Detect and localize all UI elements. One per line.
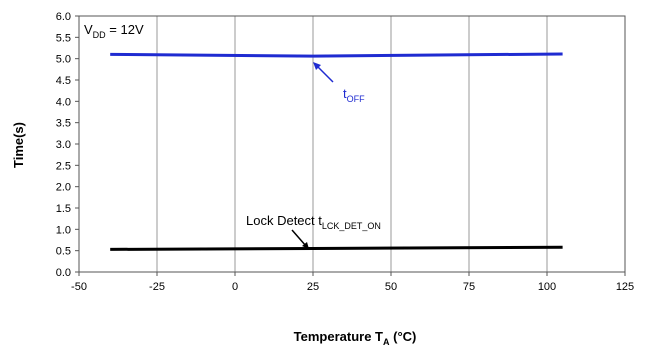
lock-detect-annotation: Lock Detect tLCK_DET_ON <box>246 213 381 249</box>
lock-detect-label: Lock Detect tLCK_DET_ON <box>246 213 381 231</box>
condition-label: VDD = 12V <box>84 22 144 40</box>
toff-label: tOFF <box>343 86 365 104</box>
series-lines <box>110 52 563 251</box>
y-tick-label-6: 3.0 <box>56 139 71 151</box>
y-axis-title: Time(s) <box>11 122 26 168</box>
series-line-0 <box>110 52 563 58</box>
y-tick-label-1: 0.5 <box>56 246 71 258</box>
y-tick-label-2: 1.0 <box>56 224 71 236</box>
toff-arrow <box>315 64 334 83</box>
y-tick-label-9: 4.5 <box>56 75 71 87</box>
x-tick-label-4: 50 <box>385 281 397 293</box>
x-tick-label-2: 0 <box>232 281 238 293</box>
y-tick-label-10: 5.0 <box>56 54 71 66</box>
y-tick-label-8: 4.0 <box>56 96 71 108</box>
y-tick-label-5: 2.5 <box>56 160 71 172</box>
x-tick-label-1: -25 <box>149 281 165 293</box>
x-tick-labels: -50 -25 0 25 50 75 100 125 <box>71 281 634 293</box>
toff-annotation: tOFF <box>313 62 365 104</box>
x-tick-label-6: 100 <box>538 281 556 293</box>
lock-arrow <box>291 229 307 247</box>
y-tick-label-7: 3.5 <box>56 118 71 130</box>
x-tick-label-3: 25 <box>307 281 319 293</box>
toff-arrowhead <box>313 62 321 70</box>
grid-lines <box>156 16 548 272</box>
x-tick-label-0: -50 <box>71 281 87 293</box>
series-line-1 <box>110 245 563 251</box>
x-axis-title: Temperature TA (°C) <box>294 329 417 347</box>
y-tick-label-11: 5.5 <box>56 32 71 44</box>
y-tick-label-4: 2.0 <box>56 182 71 194</box>
y-tick-labels: 0.0 0.5 1.0 1.5 2.0 2.5 3.0 3.5 4.0 4.5 5.0 5.5 6.0 <box>56 11 71 279</box>
axes <box>75 15 626 276</box>
x-tick-label-7: 125 <box>616 281 634 293</box>
lock-arrowhead <box>302 242 309 249</box>
y-tick-label-3: 1.5 <box>56 203 71 215</box>
x-tick-label-5: 75 <box>463 281 475 293</box>
y-tick-label-0: 0.0 <box>56 267 71 279</box>
y-tick-label-12: 6.0 <box>56 11 71 23</box>
